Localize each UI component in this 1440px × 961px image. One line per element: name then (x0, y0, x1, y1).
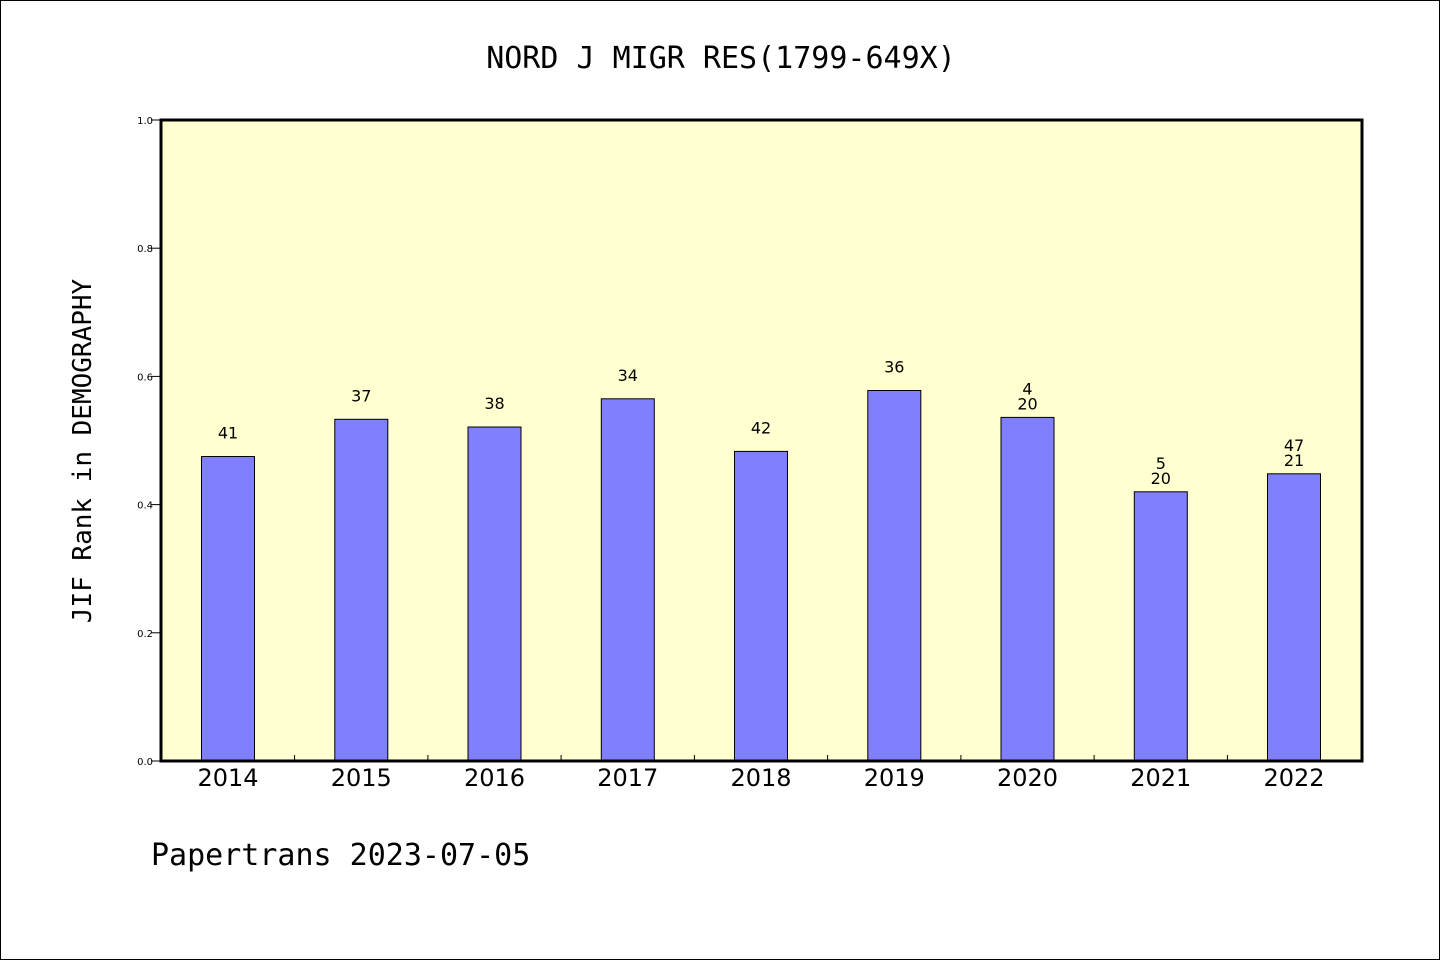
bar-2014 (201, 456, 255, 762)
footer-source-date: Papertrans 2023-07-05 (151, 838, 530, 873)
x-tick-label-2014: 2014 (197, 764, 258, 792)
y-tick-label-0.0: 0.0 (137, 757, 153, 768)
bar-2022 (1267, 473, 1321, 762)
bar-label-2021-2: 20 (1151, 469, 1171, 488)
y-tick-label-1.0: 1.0 (137, 116, 153, 127)
bar-label-2022-2: 21 (1284, 451, 1304, 470)
y-tick-label-0.2: 0.2 (137, 629, 153, 640)
bar-2016 (467, 426, 522, 762)
bar-2017 (600, 398, 655, 762)
x-tick-label-2017: 2017 (597, 764, 658, 792)
y-tick-label-0.4: 0.4 (137, 501, 153, 512)
y-tick-label-0.6: 0.6 (137, 372, 153, 383)
bar-2021 (1133, 491, 1188, 762)
bar-2019 (867, 390, 922, 762)
x-axis-ticks: 2014 2015 2016 2017 2018 2019 2020 2021 2022 (197, 755, 1325, 792)
bar-label-2022-1: 47 (1284, 436, 1304, 455)
x-tick-label-2022: 2022 (1263, 764, 1324, 792)
bar-2020 (1000, 416, 1055, 762)
bar-label-2018: 42 (751, 418, 771, 437)
x-tick-label-2015: 2015 (331, 764, 392, 792)
bars-layer (201, 390, 1321, 762)
x-tick-label-2021: 2021 (1130, 764, 1191, 792)
bar-label-2019: 36 (884, 358, 904, 377)
y-axis-label: JIF Rank in DEMOGRAPHY (68, 278, 98, 623)
bar-label-2020-1: 4 (1022, 379, 1032, 398)
y-tick-label-0.8: 0.8 (137, 244, 153, 255)
bar-label-2015: 37 (351, 386, 371, 405)
x-tick-label-2020: 2020 (997, 764, 1058, 792)
bar-label-2016: 38 (484, 394, 504, 413)
x-tick-label-2016: 2016 (464, 764, 525, 792)
plot-area-border (159, 118, 1364, 763)
bar-2018 (734, 450, 788, 762)
chart-title: NORD J MIGR RES(1799-649X) (486, 41, 956, 76)
bar-label-2014: 41 (218, 424, 238, 443)
y-axis-ticks: 0.0 0.2 0.4 0.6 0.8 1.0 (137, 116, 161, 768)
bar-label-2020-2: 20 (1017, 394, 1037, 413)
bar-label-2017: 34 (618, 366, 638, 385)
bar-2015 (334, 418, 389, 762)
x-tick-label-2018: 2018 (730, 764, 791, 792)
x-tick-label-2019: 2019 (864, 764, 925, 792)
bar-label-2021-1: 5 (1156, 454, 1166, 473)
